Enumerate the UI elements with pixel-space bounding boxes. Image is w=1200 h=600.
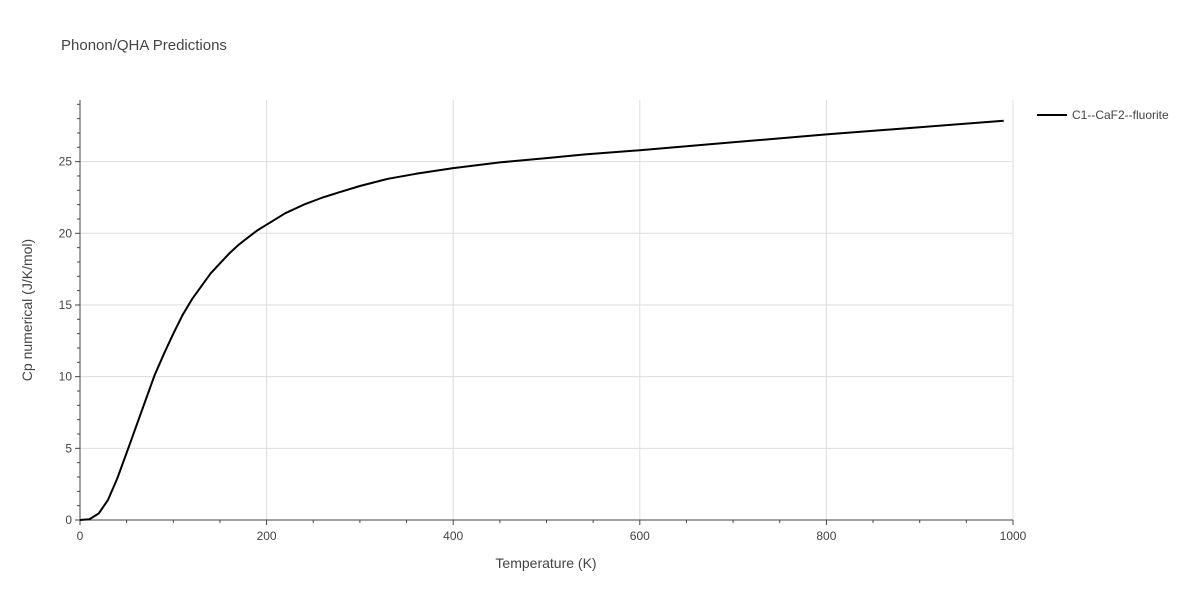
grid — [80, 100, 1014, 520]
x-tick-label: 600 — [630, 529, 650, 543]
chart-title: Phonon/QHA Predictions — [61, 37, 227, 54]
y-tick-label: 0 — [65, 513, 72, 527]
y-tick-label: 10 — [59, 370, 73, 384]
y-tick-label: 20 — [59, 226, 73, 240]
y-tick-label: 5 — [65, 441, 72, 455]
x-tick-label: 0 — [77, 529, 84, 543]
x-tick-label: 200 — [257, 529, 277, 543]
y-axis-title: Cp numerical (J/K/mol) — [19, 239, 35, 381]
axes: 0 200 400 600 800 1000 0 5 10 15 20 25 — [59, 100, 1027, 543]
series-line[interactable] — [79, 119, 1004, 521]
legend-label: C1--CaF2--fluorite — [1072, 108, 1169, 122]
x-tick-label: 800 — [816, 529, 836, 543]
y-tick-label: 25 — [59, 155, 73, 169]
x-tick-label: 1000 — [1000, 529, 1027, 543]
x-axis-title: Temperature (K) — [495, 555, 596, 571]
x-tick-label: 400 — [443, 529, 463, 543]
y-tick-label: 15 — [59, 298, 73, 312]
series — [79, 119, 1004, 521]
legend[interactable]: C1--CaF2--fluorite — [1037, 108, 1169, 122]
